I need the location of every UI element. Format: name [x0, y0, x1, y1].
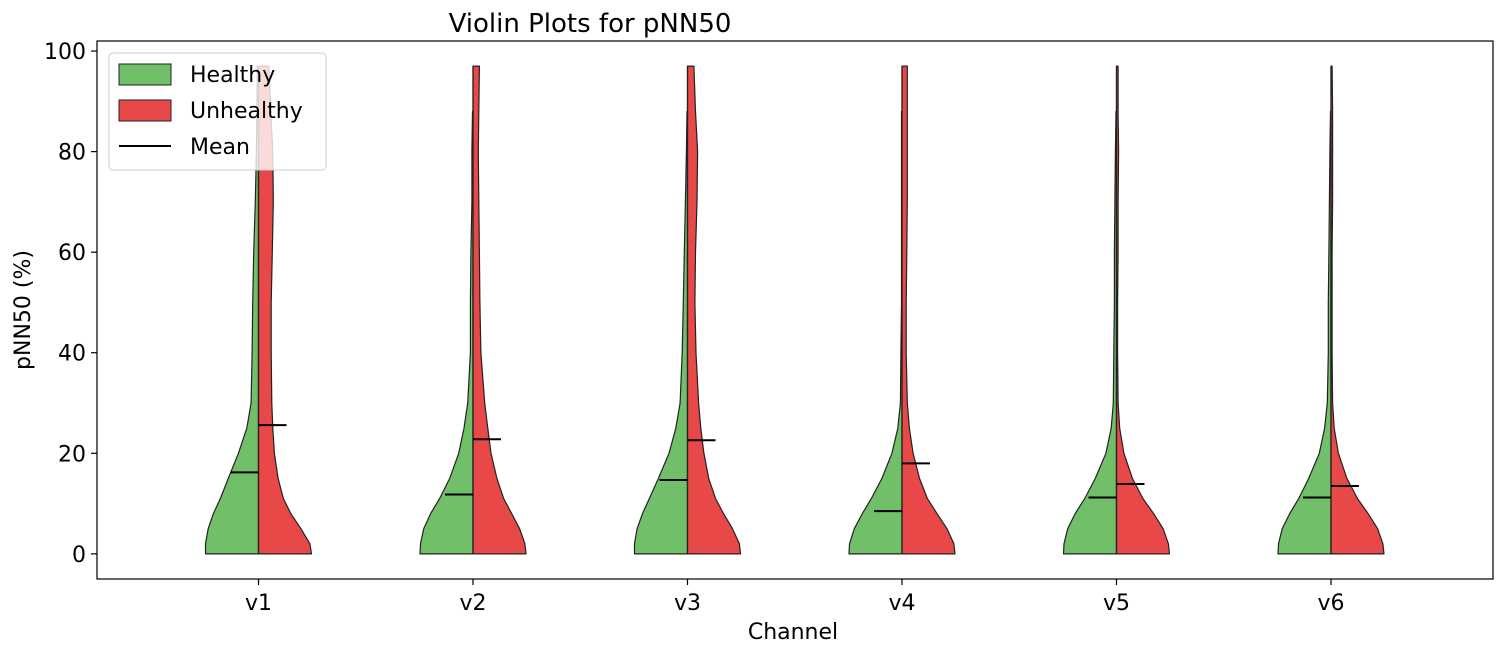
y-tick-label: 0: [72, 543, 86, 568]
legend-swatch-healthy: [118, 63, 172, 86]
y-tick-label: 80: [58, 141, 86, 166]
y-tick-label: 100: [44, 40, 86, 65]
y-tick-label: 60: [58, 241, 86, 266]
x-tick-label: v1: [245, 591, 272, 616]
x-tick-label: v6: [1317, 591, 1344, 616]
x-tick-label: v3: [674, 591, 701, 616]
violin-unhealthy-v3: [686, 65, 742, 555]
legend: Healthy Unhealthy Mean: [108, 52, 327, 171]
chart-title: Violin Plots for pNN50: [449, 9, 732, 39]
legend-swatch-unhealthy: [118, 99, 172, 122]
y-axis-title: pNN50 (%): [11, 250, 36, 370]
violin-unhealthy-v4: [901, 65, 956, 555]
y-tick-label: 20: [58, 442, 86, 467]
mean-layer: [230, 424, 1359, 513]
x-tick-label: v2: [459, 591, 486, 616]
x-axis-title: Channel: [748, 620, 838, 645]
violin-healthy-v2: [419, 110, 474, 555]
violin-unhealthy-v6: [1330, 65, 1385, 555]
legend-label-mean: Mean: [190, 135, 250, 160]
plot-frame: [96, 40, 1494, 580]
y-tick-label: 40: [58, 342, 86, 367]
x-tick-label: v5: [1103, 591, 1130, 616]
legend-label-unhealthy: Unhealthy: [190, 99, 303, 124]
violin-unhealthy-v2: [472, 65, 527, 555]
violin-healthy-v6: [1277, 110, 1332, 555]
violin-unhealthy-v5: [1115, 65, 1171, 555]
violin-healthy-v3: [633, 110, 689, 555]
x-axis: v1 v2 v3 v4 v5 v6: [245, 579, 1345, 616]
y-axis: 0 20 40 60 80 100: [44, 40, 97, 568]
violin-healthy-v5: [1062, 110, 1118, 555]
x-tick-label: v4: [888, 591, 915, 616]
legend-label-healthy: Healthy: [190, 63, 275, 88]
